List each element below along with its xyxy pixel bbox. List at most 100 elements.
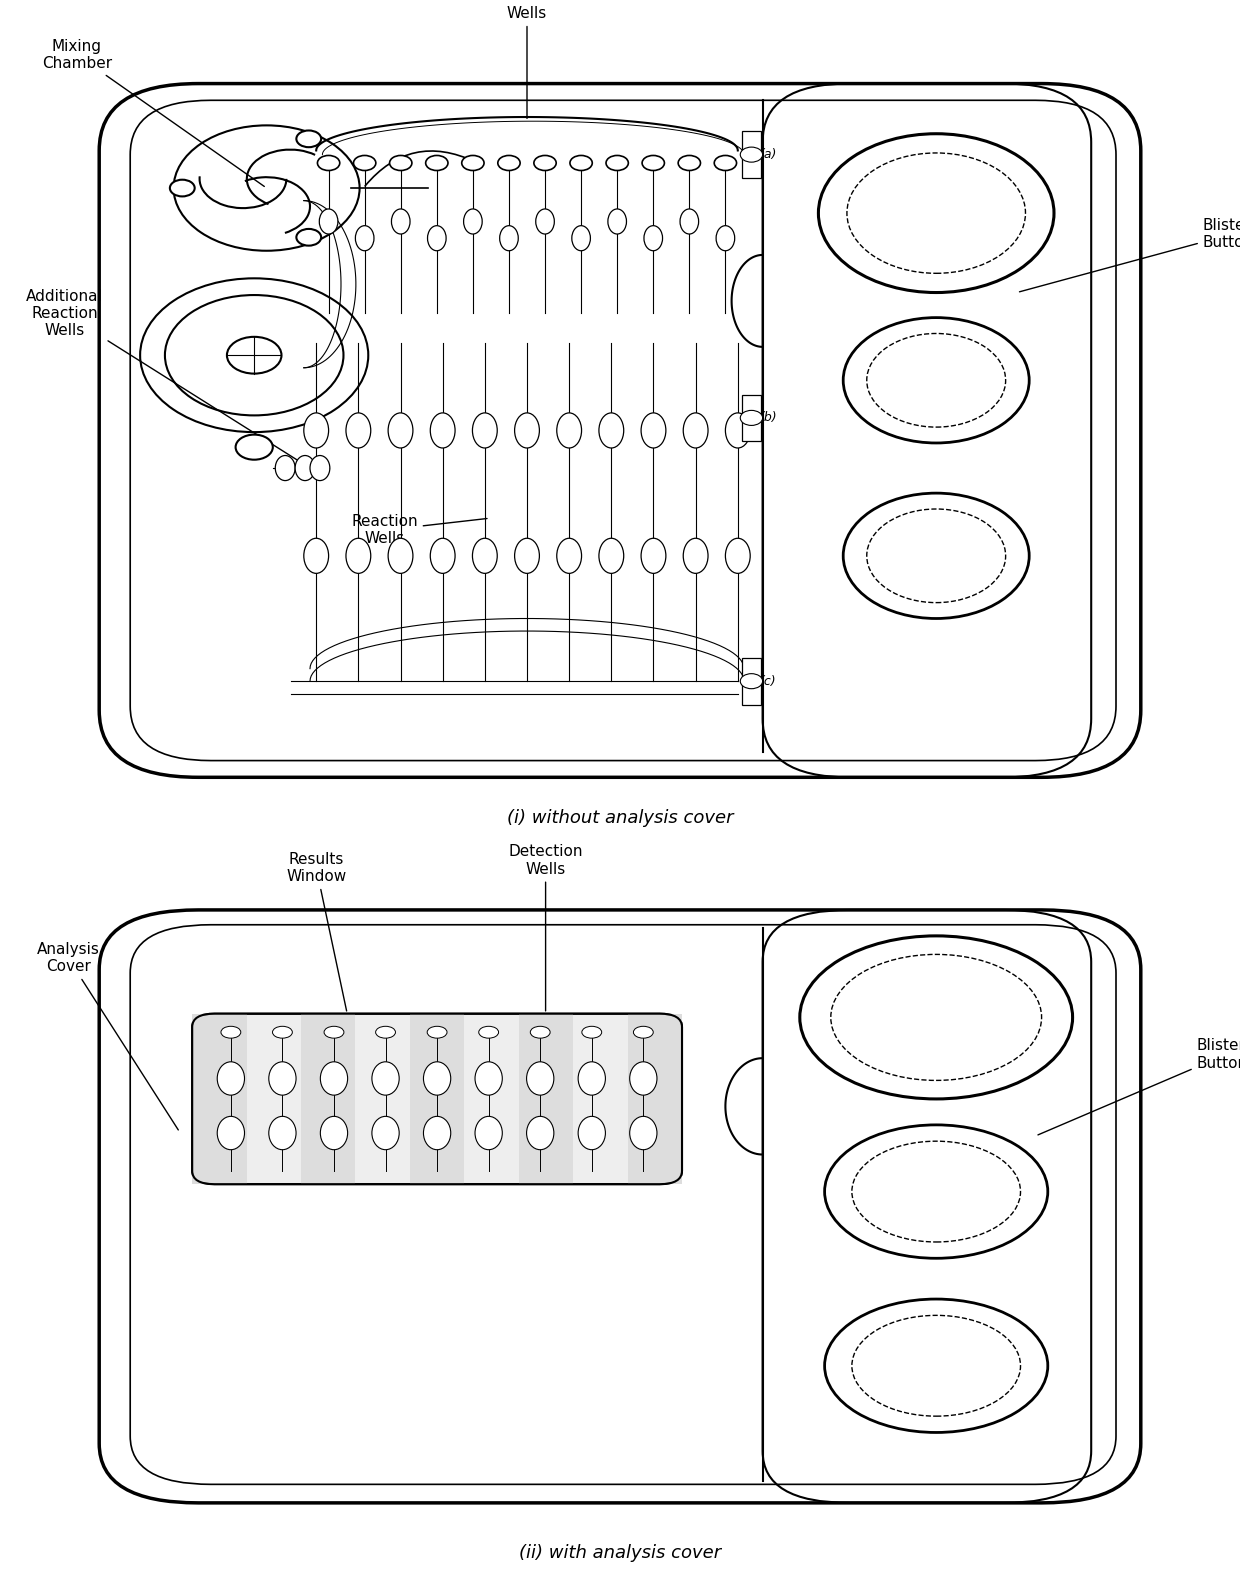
Ellipse shape [683, 538, 708, 574]
Ellipse shape [346, 538, 371, 574]
Ellipse shape [217, 1061, 244, 1094]
Text: (ii) with analysis cover: (ii) with analysis cover [518, 1544, 722, 1563]
Circle shape [170, 180, 195, 197]
Ellipse shape [372, 1061, 399, 1094]
Ellipse shape [527, 1061, 554, 1094]
Circle shape [534, 156, 557, 170]
Text: (a): (a) [759, 148, 776, 161]
Ellipse shape [475, 1117, 502, 1150]
Text: Detection
Wells: Detection Wells [490, 0, 564, 118]
Ellipse shape [572, 226, 590, 251]
Text: (c): (c) [759, 675, 775, 688]
Circle shape [296, 131, 321, 147]
Circle shape [273, 1027, 293, 1038]
FancyBboxPatch shape [301, 1014, 356, 1184]
FancyBboxPatch shape [518, 1014, 573, 1184]
Circle shape [317, 156, 340, 170]
Text: Mixing
Chamber: Mixing Chamber [42, 39, 264, 186]
Ellipse shape [346, 413, 371, 448]
Ellipse shape [680, 208, 698, 233]
Circle shape [642, 156, 665, 170]
Circle shape [497, 156, 520, 170]
Ellipse shape [644, 226, 662, 251]
Ellipse shape [599, 413, 624, 448]
Circle shape [678, 156, 701, 170]
Text: Analysis
Cover: Analysis Cover [37, 941, 179, 1131]
FancyBboxPatch shape [742, 394, 761, 442]
Ellipse shape [388, 413, 413, 448]
Ellipse shape [295, 456, 315, 481]
FancyBboxPatch shape [627, 1014, 682, 1184]
Ellipse shape [515, 538, 539, 574]
Ellipse shape [527, 1117, 554, 1150]
Ellipse shape [500, 226, 518, 251]
Ellipse shape [578, 1061, 605, 1094]
Ellipse shape [630, 1117, 657, 1150]
Ellipse shape [472, 538, 497, 574]
Circle shape [740, 147, 763, 162]
Ellipse shape [310, 456, 330, 481]
Circle shape [427, 1027, 448, 1038]
Circle shape [531, 1027, 551, 1038]
Circle shape [236, 435, 273, 460]
Ellipse shape [717, 226, 734, 251]
Ellipse shape [608, 208, 626, 233]
Ellipse shape [683, 413, 708, 448]
Text: Blister
Buttons: Blister Buttons [1038, 1038, 1240, 1135]
Ellipse shape [392, 208, 410, 233]
Ellipse shape [430, 538, 455, 574]
Ellipse shape [599, 538, 624, 574]
Ellipse shape [725, 538, 750, 574]
Ellipse shape [475, 1061, 502, 1094]
Ellipse shape [424, 1061, 451, 1094]
Circle shape [461, 156, 484, 170]
Circle shape [389, 156, 412, 170]
Ellipse shape [536, 208, 554, 233]
Text: Detection
Wells: Detection Wells [508, 844, 583, 1011]
Ellipse shape [320, 208, 337, 233]
Ellipse shape [557, 538, 582, 574]
Circle shape [582, 1027, 601, 1038]
Ellipse shape [428, 226, 446, 251]
Ellipse shape [269, 1117, 296, 1150]
FancyBboxPatch shape [192, 1014, 682, 1184]
Ellipse shape [372, 1117, 399, 1150]
Circle shape [324, 1027, 343, 1038]
FancyBboxPatch shape [410, 1014, 464, 1184]
Ellipse shape [304, 538, 329, 574]
Ellipse shape [356, 226, 374, 251]
Ellipse shape [557, 413, 582, 448]
FancyBboxPatch shape [742, 131, 761, 178]
Text: (b): (b) [759, 412, 776, 424]
Circle shape [634, 1027, 653, 1038]
Ellipse shape [641, 538, 666, 574]
Ellipse shape [217, 1117, 244, 1150]
Text: (i) without analysis cover: (i) without analysis cover [507, 809, 733, 828]
FancyBboxPatch shape [742, 658, 761, 705]
Ellipse shape [320, 1061, 347, 1094]
Circle shape [376, 1027, 396, 1038]
Text: Additional
Reaction
Wells: Additional Reaction Wells [26, 289, 308, 467]
Circle shape [570, 156, 593, 170]
Text: Blister
Buttons: Blister Buttons [1019, 218, 1240, 292]
Ellipse shape [725, 413, 750, 448]
Text: Results
Window: Results Window [286, 852, 347, 1011]
Ellipse shape [515, 413, 539, 448]
Ellipse shape [424, 1117, 451, 1150]
Circle shape [479, 1027, 498, 1038]
Circle shape [714, 156, 737, 170]
Ellipse shape [472, 413, 497, 448]
Circle shape [353, 156, 376, 170]
Ellipse shape [275, 456, 295, 481]
Ellipse shape [269, 1061, 296, 1094]
Ellipse shape [304, 413, 329, 448]
Text: Reaction
Wells: Reaction Wells [351, 514, 487, 546]
FancyBboxPatch shape [192, 1014, 247, 1184]
Ellipse shape [630, 1061, 657, 1094]
Ellipse shape [641, 413, 666, 448]
Circle shape [740, 673, 763, 689]
Ellipse shape [464, 208, 482, 233]
Circle shape [425, 156, 448, 170]
Ellipse shape [578, 1117, 605, 1150]
Ellipse shape [430, 413, 455, 448]
